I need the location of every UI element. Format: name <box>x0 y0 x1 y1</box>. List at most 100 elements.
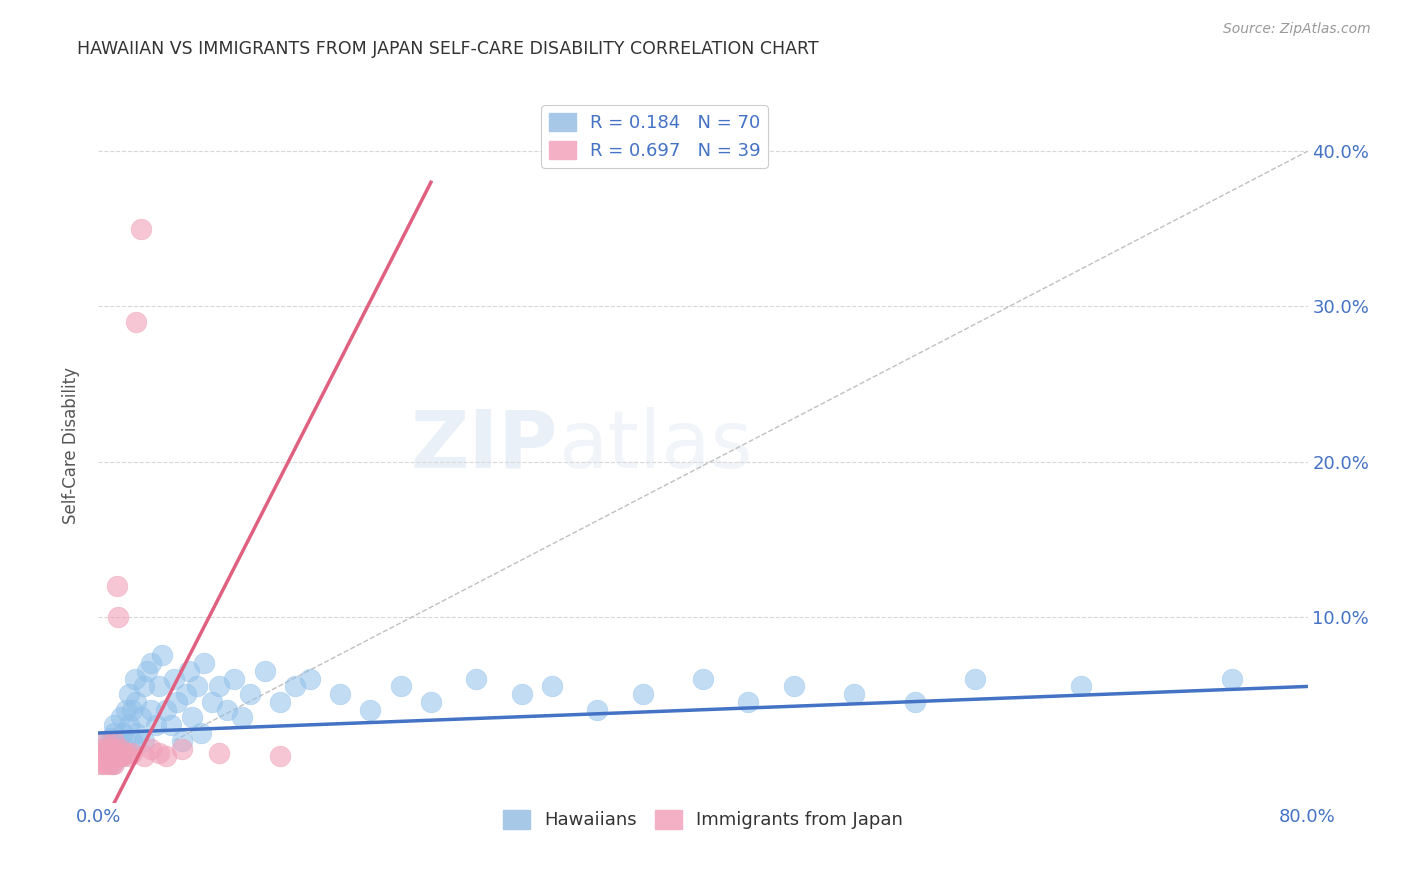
Point <box>114 741 136 756</box>
Y-axis label: Self-Care Disability: Self-Care Disability <box>62 368 80 524</box>
Point <box>141 741 163 756</box>
Point <box>103 733 125 747</box>
Point <box>179 664 201 678</box>
Point <box>155 703 177 717</box>
Point <box>1070 680 1092 694</box>
Point <box>692 672 714 686</box>
Point <box>101 757 124 772</box>
Point <box>420 695 443 709</box>
Point <box>201 695 224 709</box>
Point <box>190 726 212 740</box>
Text: atlas: atlas <box>558 407 752 485</box>
Point <box>90 752 112 766</box>
Point <box>129 222 152 236</box>
Point <box>125 695 148 709</box>
Point <box>94 757 117 772</box>
Point <box>540 680 562 694</box>
Point <box>107 609 129 624</box>
Point <box>125 726 148 740</box>
Point <box>111 726 134 740</box>
Point <box>129 710 152 724</box>
Point <box>215 703 238 717</box>
Point <box>174 687 197 701</box>
Point <box>98 757 121 772</box>
Point <box>118 749 141 764</box>
Point <box>101 757 124 772</box>
Point <box>170 733 193 747</box>
Point <box>98 746 121 760</box>
Point <box>114 703 136 717</box>
Point <box>94 749 117 764</box>
Point <box>148 680 170 694</box>
Point <box>105 741 128 756</box>
Point <box>737 695 759 709</box>
Point <box>121 733 143 747</box>
Point <box>783 680 806 694</box>
Point <box>299 672 322 686</box>
Point <box>110 741 132 756</box>
Point <box>103 746 125 760</box>
Point <box>111 749 134 764</box>
Point <box>844 687 866 701</box>
Point <box>208 680 231 694</box>
Point <box>132 749 155 764</box>
Point <box>101 737 124 751</box>
Point <box>465 672 488 686</box>
Point <box>103 718 125 732</box>
Point <box>110 710 132 724</box>
Point <box>114 746 136 760</box>
Point <box>155 749 177 764</box>
Point <box>269 695 291 709</box>
Point <box>239 687 262 701</box>
Point <box>100 741 122 756</box>
Text: ZIP: ZIP <box>411 407 558 485</box>
Point <box>166 695 188 709</box>
Point <box>208 746 231 760</box>
Point <box>87 757 110 772</box>
Legend: Hawaiians, Immigrants from Japan: Hawaiians, Immigrants from Japan <box>495 803 911 837</box>
Text: Source: ZipAtlas.com: Source: ZipAtlas.com <box>1223 22 1371 37</box>
Point <box>163 672 186 686</box>
Point <box>124 672 146 686</box>
Point <box>150 648 173 663</box>
Point <box>132 733 155 747</box>
Point <box>329 687 352 701</box>
Point <box>125 315 148 329</box>
Point <box>148 746 170 760</box>
Point <box>389 680 412 694</box>
Point <box>110 749 132 764</box>
Point <box>94 733 117 747</box>
Point <box>103 726 125 740</box>
Point <box>94 733 117 747</box>
Point <box>141 656 163 670</box>
Point <box>181 710 204 724</box>
Point <box>193 656 215 670</box>
Point <box>103 749 125 764</box>
Point <box>89 749 111 764</box>
Point <box>103 757 125 772</box>
Point <box>132 680 155 694</box>
Point <box>965 672 987 686</box>
Point <box>104 741 127 756</box>
Point <box>269 749 291 764</box>
Point <box>360 703 382 717</box>
Point <box>904 695 927 709</box>
Point <box>91 746 114 760</box>
Point <box>118 718 141 732</box>
Point <box>91 757 114 772</box>
Point <box>170 741 193 756</box>
Point <box>105 579 128 593</box>
Point <box>100 731 122 745</box>
Point <box>101 749 124 764</box>
Point <box>586 703 609 717</box>
Point <box>253 664 276 678</box>
Point <box>121 746 143 760</box>
Point <box>145 718 167 732</box>
Point <box>121 703 143 717</box>
Point <box>96 749 118 764</box>
Point <box>118 687 141 701</box>
Point <box>96 741 118 756</box>
Point <box>160 718 183 732</box>
Point <box>284 680 307 694</box>
Point <box>135 664 157 678</box>
